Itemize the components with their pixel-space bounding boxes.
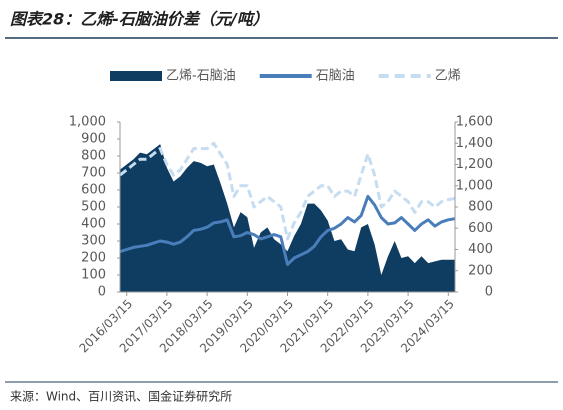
area [120, 144, 455, 292]
y-tick-label: 1,000 [69, 115, 106, 130]
legend-label: 石脑油 [316, 69, 355, 84]
y-tick-label: 100 [81, 268, 106, 283]
legend-swatch [110, 71, 162, 81]
y2-tick-label: 1,400 [456, 136, 493, 151]
line [119, 194, 456, 266]
y2-tick-label: 800 [468, 200, 493, 215]
chart-title: 图表28：乙烯-石脑油价差（元/吨） [10, 10, 269, 29]
y-tick-label: 400 [81, 217, 106, 232]
y-tick-label: 200 [81, 251, 106, 266]
y2-tick-label: 1,600 [456, 115, 493, 130]
source: 来源：Wind、百川资讯、国金证券研究所 [10, 389, 232, 404]
y-tick-label: 0 [98, 285, 106, 300]
legend-label: 乙烯 [435, 69, 461, 84]
line [119, 141, 456, 241]
y-tick-label: 500 [81, 200, 106, 215]
y2-tick-label: 600 [468, 221, 493, 236]
y2-tick-label: 1,000 [456, 178, 493, 193]
y-tick-label: 700 [81, 166, 106, 181]
y-tick-label: 800 [81, 149, 106, 164]
y-tick-label: 300 [81, 234, 106, 249]
legend-label: 乙烯-石脑油 [166, 69, 236, 84]
y-tick-label: 900 [81, 132, 106, 147]
y-tick-label: 600 [81, 183, 106, 198]
y2-tick-label: 1,200 [456, 157, 493, 172]
y2-tick-label: 200 [468, 263, 493, 278]
y2-tick-label: 0 [485, 285, 493, 300]
y2-tick-label: 400 [468, 242, 493, 257]
